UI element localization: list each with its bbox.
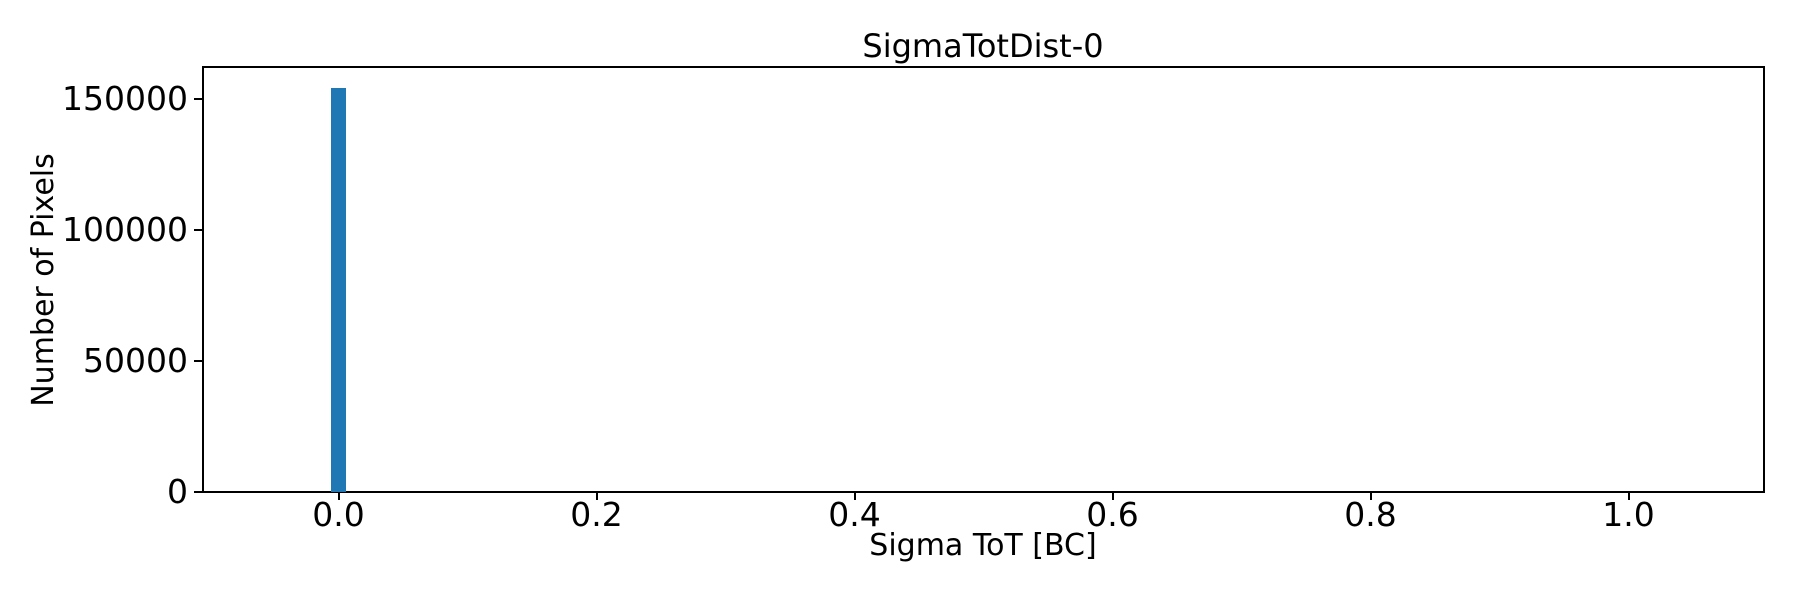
x-tick-label: 0.0 xyxy=(312,495,365,534)
y-tick-mark xyxy=(194,491,202,493)
x-tick-label: 0.2 xyxy=(570,495,623,534)
chart-title: SigmaTotDist-0 xyxy=(862,27,1104,65)
x-tick-label: 0.6 xyxy=(1086,495,1139,534)
x-tick-mark xyxy=(337,492,340,500)
y-tick-mark xyxy=(194,359,202,362)
y-tick-label: 150000 xyxy=(62,78,188,118)
x-tick-label: 0.8 xyxy=(1344,495,1397,534)
x-tick-label: 1.0 xyxy=(1602,495,1655,534)
plot-area xyxy=(202,66,1765,493)
x-tick-mark xyxy=(1369,492,1372,500)
y-tick-label: 0 xyxy=(167,472,188,511)
x-tick-mark xyxy=(1111,492,1114,500)
x-tick-mark xyxy=(1627,492,1630,500)
histogram-bar xyxy=(331,88,346,493)
y-tick-label: 100000 xyxy=(62,209,188,249)
x-tick-mark xyxy=(853,492,856,500)
x-axis-label: Sigma ToT [BC] xyxy=(869,528,1097,563)
y-tick-mark xyxy=(194,228,202,231)
x-tick-label: 0.4 xyxy=(828,495,881,534)
y-tick-mark xyxy=(194,97,202,100)
y-tick-label: 50000 xyxy=(83,340,188,380)
x-tick-mark xyxy=(595,492,598,500)
